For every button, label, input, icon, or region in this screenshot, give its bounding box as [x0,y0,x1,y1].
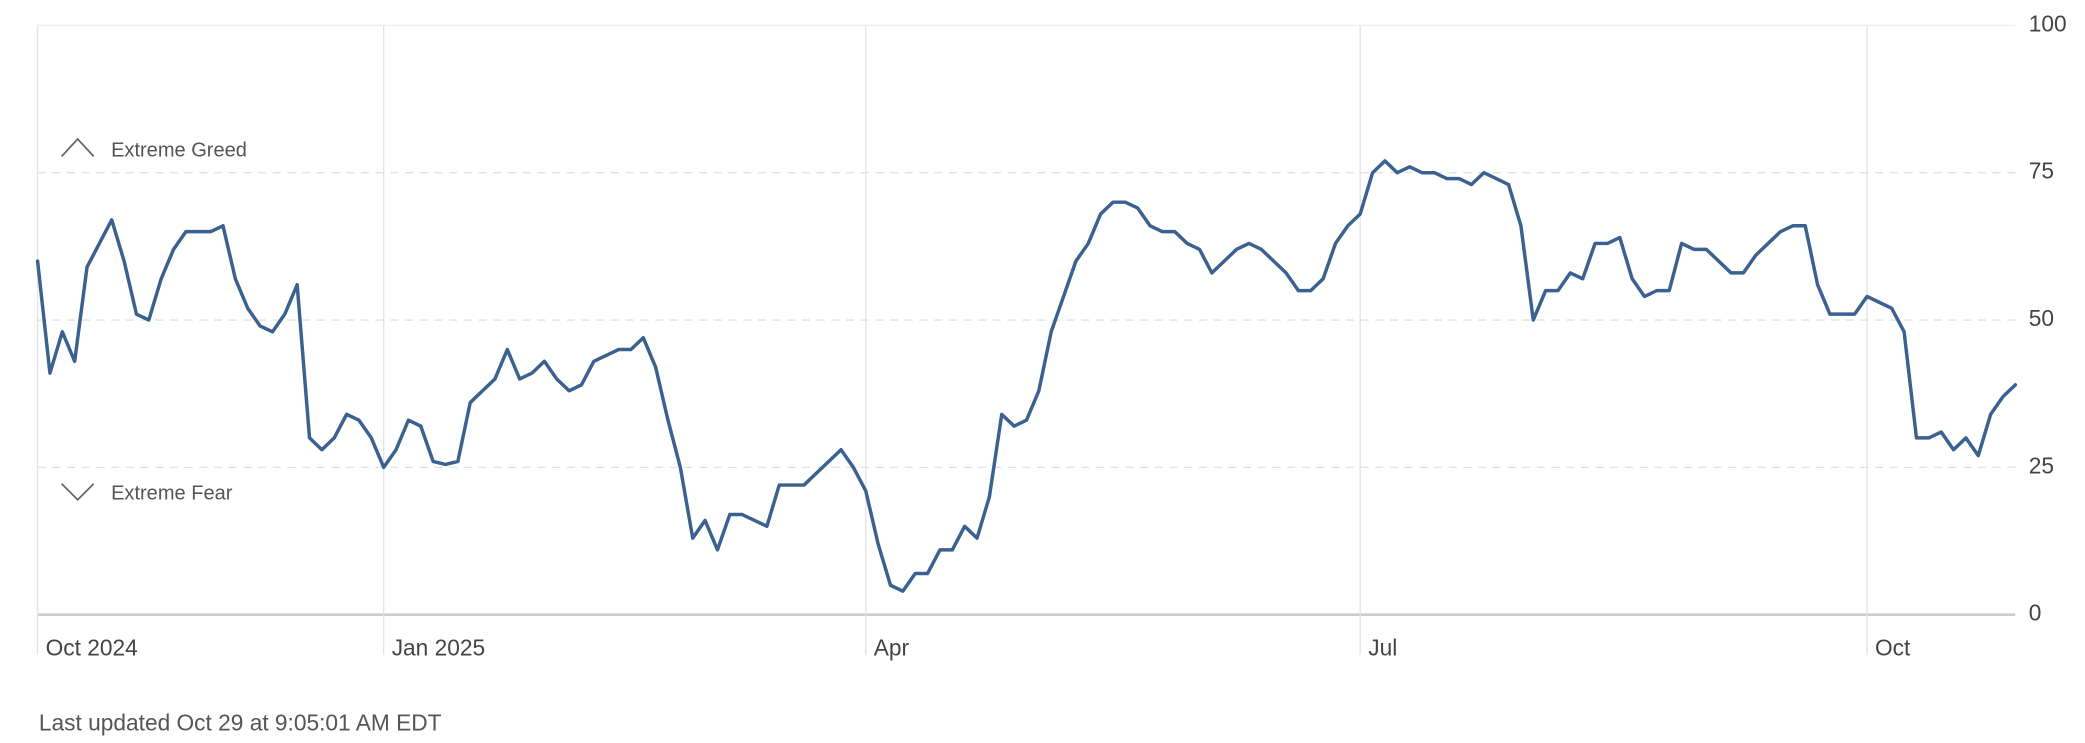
y-tick-label: 0 [2029,600,2042,626]
annotation: Extreme Fear [111,483,233,505]
footer: Last updated Oct 29 at 9:05:01 AM EDT [39,709,442,735]
y-tick-label: 50 [2029,305,2054,331]
x-tick-label: Apr [874,634,910,660]
y-tick-label: 100 [2029,10,2067,36]
annotation: Extreme Greed [111,139,247,161]
fear-icon [61,483,95,502]
y-tick-label: 75 [2029,158,2054,184]
x-tick-label: Oct [1875,634,1911,660]
y-tick-label: 25 [2029,452,2054,478]
x-tick-label: Jan 2025 [392,634,485,660]
x-tick-label: Oct 2024 [46,634,138,660]
line [35,159,2018,593]
greed-icon [60,137,95,157]
x-tick-label: Jul [1368,634,1397,660]
